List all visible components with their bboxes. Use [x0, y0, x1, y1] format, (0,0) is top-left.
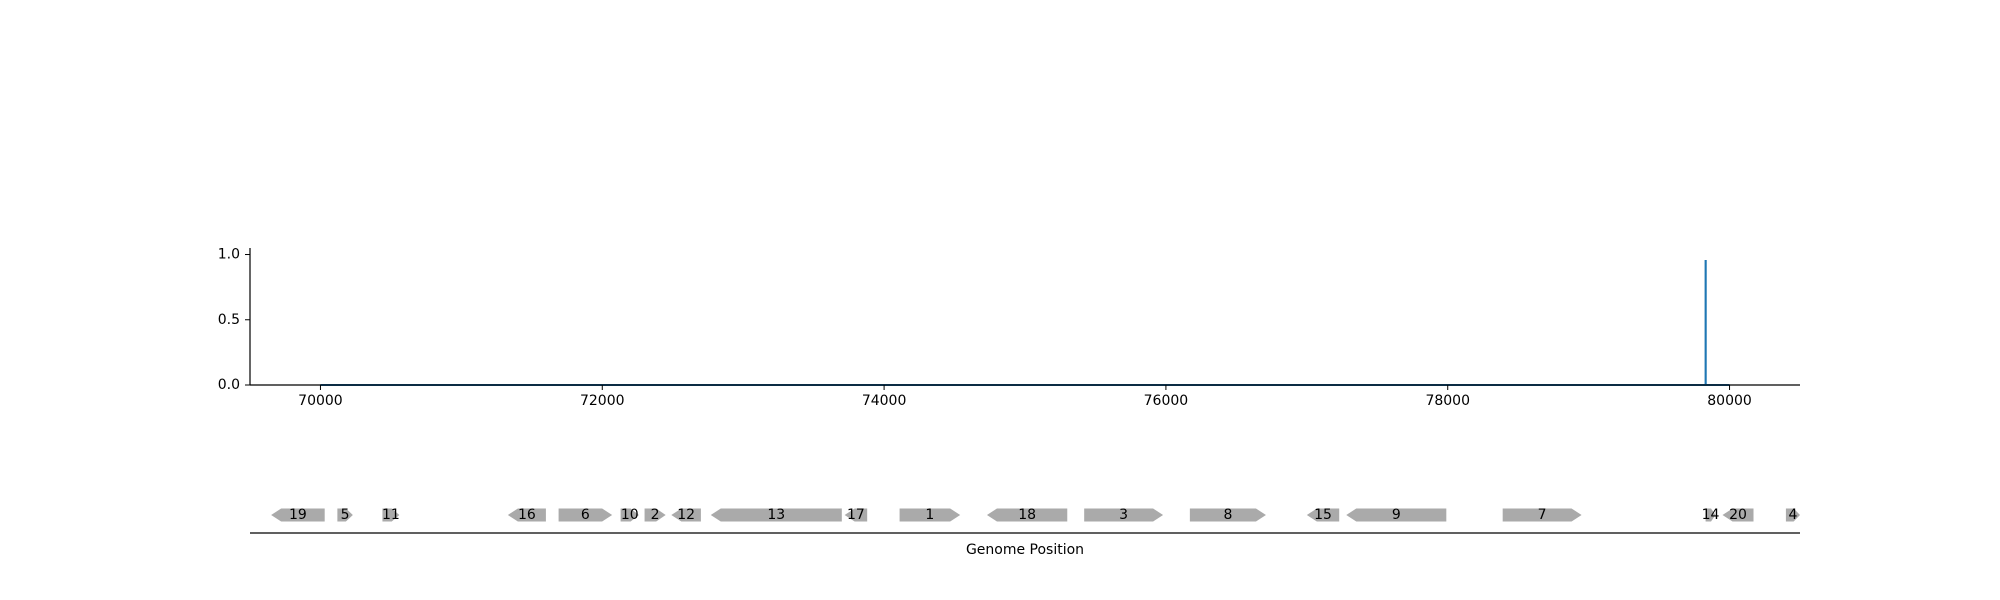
- x-tick-label: 70000: [298, 393, 343, 409]
- gene-arrow-layer: 19 5 11 16 6 10 2 12 13 17 1 18 3 8 15 9 7 14 20 4: [271, 507, 1800, 523]
- gene-map-x-axis-title: Genome Position: [966, 542, 1084, 558]
- gene-arrow: [899, 508, 961, 522]
- gene-label: 18: [1018, 507, 1036, 523]
- coverage-plot: 70000 72000 74000 76000 78000 80000 0.0 0.5 1.0: [218, 247, 1800, 409]
- x-tick-label: 72000: [580, 393, 625, 409]
- gene-arrow: [1785, 508, 1800, 522]
- gene-label: 13: [767, 507, 785, 523]
- gene-arrow: [337, 508, 353, 522]
- gene-arrow: [644, 508, 666, 522]
- gene-label: 3: [1119, 507, 1128, 523]
- gene-label: 5: [341, 507, 350, 523]
- coverage-series-layer: [320, 260, 1730, 386]
- coverage-line-0: [320, 260, 1730, 386]
- gene-label: 15: [1314, 507, 1332, 523]
- gene-arrow: [1189, 508, 1266, 522]
- gene-label: 6: [581, 507, 590, 523]
- gene-label: 19: [289, 507, 307, 523]
- gene-label: 9: [1392, 507, 1401, 523]
- x-tick-label: 76000: [1144, 393, 1189, 409]
- gene-arrow: [671, 508, 701, 522]
- x-tick-layer: 70000 72000 74000 76000 78000 80000: [298, 385, 1752, 409]
- gene-label: 12: [677, 507, 695, 523]
- gene-label: 10: [621, 507, 639, 523]
- gene-label: 17: [847, 507, 865, 523]
- gene-arrow: [1705, 508, 1716, 522]
- x-tick-label: 78000: [1425, 393, 1470, 409]
- gene-label: 14: [1702, 507, 1720, 523]
- gene-label: 4: [1788, 507, 1797, 523]
- gene-arrow: [710, 508, 842, 522]
- gene-arrow: [1084, 508, 1164, 522]
- gene-arrow: [507, 508, 546, 522]
- gene-arrow: [1306, 508, 1340, 522]
- gene-label: 8: [1223, 507, 1232, 523]
- gene-arrow: [382, 508, 400, 522]
- gene-arrow: [844, 508, 868, 522]
- y-tick-layer: 0.0 0.5 1.0: [218, 247, 250, 393]
- gene-arrow: [986, 508, 1068, 522]
- gene-label: 2: [651, 507, 660, 523]
- gene-label: 16: [518, 507, 536, 523]
- x-tick-label: 74000: [862, 393, 907, 409]
- gene-label: 7: [1538, 507, 1547, 523]
- gene-label: 20: [1729, 507, 1747, 523]
- gene-arrow: [620, 508, 639, 522]
- gene-arrow: [271, 508, 325, 522]
- gene-label: 1: [925, 507, 934, 523]
- gene-label: 11: [382, 507, 400, 523]
- y-tick-label: 0.0: [218, 377, 240, 393]
- x-tick-label: 80000: [1707, 393, 1752, 409]
- gene-arrow: [1502, 508, 1582, 522]
- gene-map: 19 5 11 16 6 10 2 12 13 17 1 18 3 8 15 9 7 14 20 4 Genome P…: [250, 507, 1800, 558]
- y-tick-label: 1.0: [218, 247, 240, 263]
- gene-arrow: [1346, 508, 1447, 522]
- gene-arrow: [1722, 508, 1754, 522]
- y-tick-label: 0.5: [218, 312, 240, 328]
- gene-arrow: [558, 508, 613, 522]
